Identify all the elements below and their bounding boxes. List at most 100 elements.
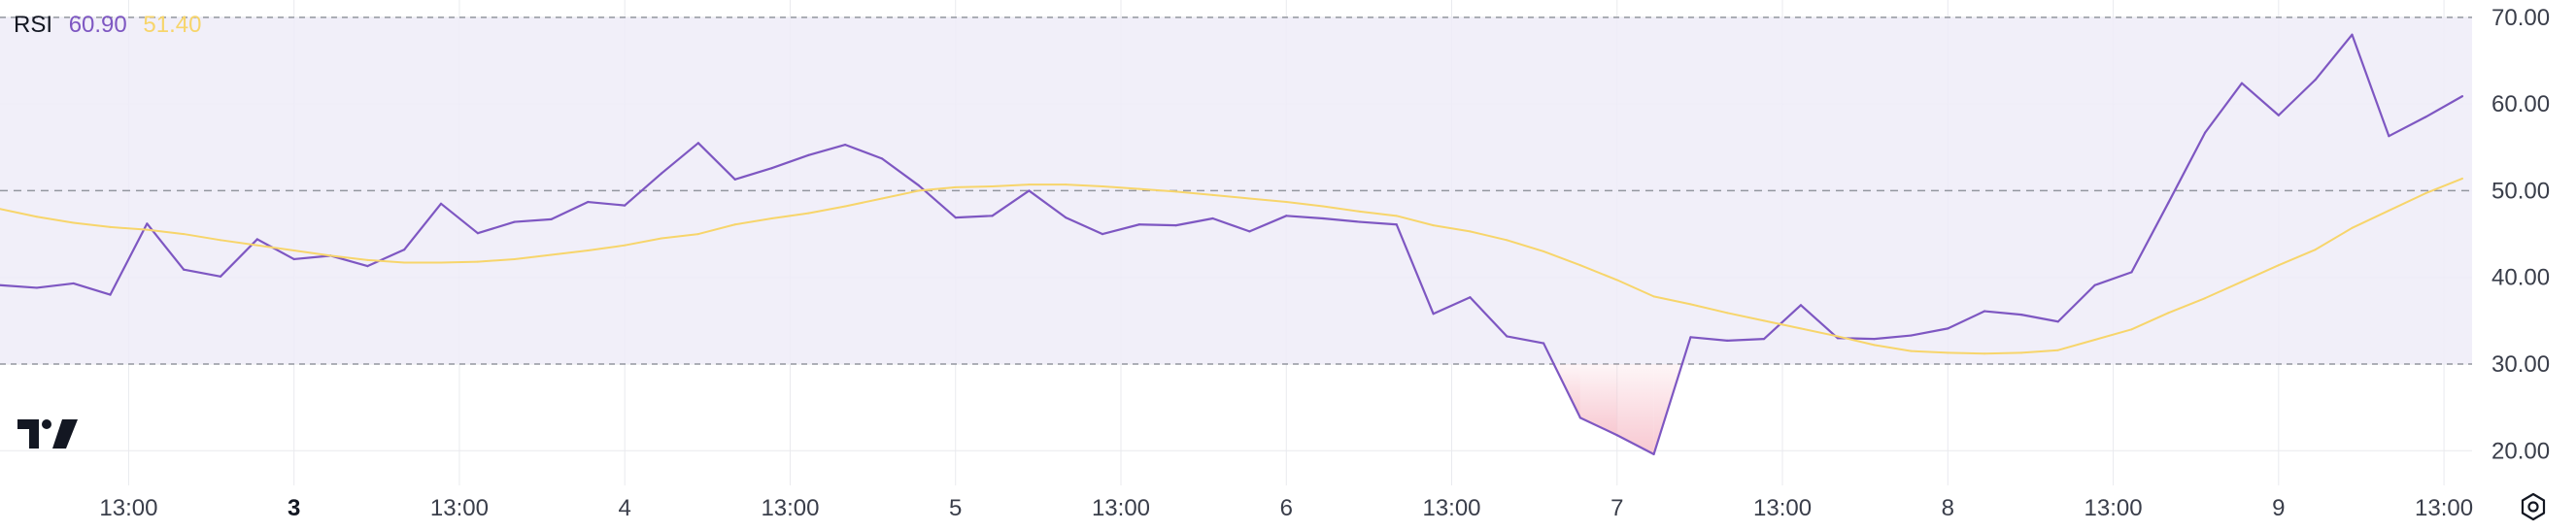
rsi-segment (403, 202, 443, 251)
indicator-legend[interactable]: RSI 60.90 51.40 (14, 12, 211, 39)
rsi-ma-segment (1469, 230, 1508, 242)
rsi-segment (1506, 335, 1545, 345)
rsi-segment (991, 189, 1031, 217)
y-tick-label: 60.00 (2491, 91, 2550, 117)
rsi-ma-segment (661, 233, 699, 240)
y-tick-label: 20.00 (2491, 438, 2550, 464)
rsi-ma-value: 51.40 (143, 12, 202, 38)
rsi-segment (2019, 314, 2059, 323)
rsi-segment (733, 167, 773, 181)
rsi-segment (255, 238, 295, 261)
rsi-segment (2056, 283, 2096, 323)
rsi-segment (1321, 216, 1362, 223)
rsi-segment (476, 220, 516, 235)
y-tick-label: 40.00 (2491, 265, 2550, 291)
rsi-ma-segment (329, 254, 369, 261)
rsi-ma-segment (2277, 249, 2317, 267)
rsi-ma-segment (991, 183, 1031, 187)
rsi-segment (2314, 33, 2354, 82)
rsi-ma-segment (1248, 197, 1288, 204)
rsi-segment (1028, 189, 1068, 219)
rsi-segment (513, 217, 553, 223)
price-axis[interactable]: 70.00 60.00 50.00 40.00 30.00 20.00 (2491, 5, 2550, 464)
rsi-segment (624, 172, 663, 207)
time-axis[interactable]: 13:00 3 13:00 4 13:00 5 13:00 6 13:00 7 13:00 8 13:0… (99, 495, 2576, 521)
rsi-ma-segment (2130, 312, 2170, 331)
rsi-segment (1285, 215, 1325, 220)
rsi-segment (1542, 342, 1582, 419)
rsi-segment (2240, 82, 2280, 116)
rsi-ma-segment (1285, 201, 1325, 208)
x-tick-label: 5 (949, 495, 962, 521)
rsi-ma-segment (1615, 279, 1655, 298)
rsi-ma-segment (366, 258, 406, 264)
tradingview-logo-icon[interactable] (17, 419, 78, 455)
rsi-segment (770, 153, 810, 170)
rsi-ma-segment (1211, 193, 1251, 200)
rsi-ma-segment (2240, 264, 2280, 283)
rsi-segment (1358, 220, 1398, 226)
rsi-segment (1873, 334, 1913, 341)
y-tick-label: 70.00 (2491, 5, 2550, 31)
rsi-segment (1248, 215, 1288, 233)
rsi-segment (880, 157, 920, 187)
x-tick-label: 4 (619, 495, 631, 521)
rsi-segment (587, 200, 627, 207)
x-tick-label: 13:00 (761, 495, 819, 521)
rsi-segment (2167, 131, 2207, 205)
x-tick-label: 13:00 (430, 495, 489, 521)
rsi-ma-segment (881, 189, 920, 200)
rsi-ma-segment (72, 221, 112, 228)
rsi-ma-segment (1726, 312, 1766, 322)
rsi-ma-segment (807, 205, 847, 215)
rsi-ma-segment (550, 249, 590, 256)
rsi-ma-segment (733, 217, 773, 226)
x-tick-label: 6 (1280, 495, 1293, 521)
rsi-ma-segment (1652, 295, 1692, 306)
rsi-segment (219, 238, 258, 278)
rsi-segment (292, 254, 332, 261)
rsi-segment (1652, 336, 1692, 455)
rsi-ma-segment (2056, 339, 2096, 351)
rsi-segment (1983, 310, 2023, 316)
indicator-name: RSI (14, 12, 53, 38)
rsi-ma-segment (1432, 224, 1472, 233)
rsi-ma-segment (917, 185, 957, 192)
oversold-segment (1579, 364, 1617, 436)
rsi-segment (660, 142, 699, 175)
rsi-segment (329, 254, 369, 268)
x-tick-label: 13:00 (2415, 495, 2473, 521)
rsi-segment (1065, 216, 1104, 236)
rsi-segment (844, 144, 884, 160)
rsi-ma-segment (2314, 226, 2354, 251)
x-tick-label: 13:00 (99, 495, 157, 521)
x-tick-label: 3 (288, 495, 300, 521)
y-tick-label: 50.00 (2491, 178, 2550, 204)
rsi-ma-segment (1322, 205, 1361, 213)
rsi-ma-segment (476, 257, 516, 263)
series-layer (0, 33, 2464, 455)
rsi-segment (183, 268, 222, 278)
rsi-segment (1174, 216, 1214, 227)
rsi-segment (550, 200, 590, 220)
rsi-ma-segment (183, 233, 222, 242)
rsi-ma-segment (1395, 215, 1435, 227)
rsi-segment (696, 142, 736, 181)
rsi-segment (1910, 327, 1949, 337)
x-tick-label: 13:00 (1753, 495, 1812, 521)
rsi-ma-segment (1763, 319, 1802, 330)
rsi-ma-segment (1578, 264, 1618, 282)
rsi-ma-segment (220, 239, 258, 247)
rsi-ma-segment (1137, 187, 1177, 193)
settings-gear-icon[interactable] (2518, 491, 2549, 527)
rsi-ma-segment (1689, 303, 1729, 315)
rsi-ma-segment (1836, 335, 1876, 347)
oversold-segment (1616, 364, 1654, 454)
rsi-ma-segment (1910, 349, 1949, 354)
rsi-segment (1578, 416, 1618, 437)
rsi-ma-segment (696, 223, 736, 236)
rsi-segment (2093, 271, 2133, 286)
rsi-ma-segment (1506, 239, 1545, 252)
rsi-segment (1137, 223, 1177, 227)
